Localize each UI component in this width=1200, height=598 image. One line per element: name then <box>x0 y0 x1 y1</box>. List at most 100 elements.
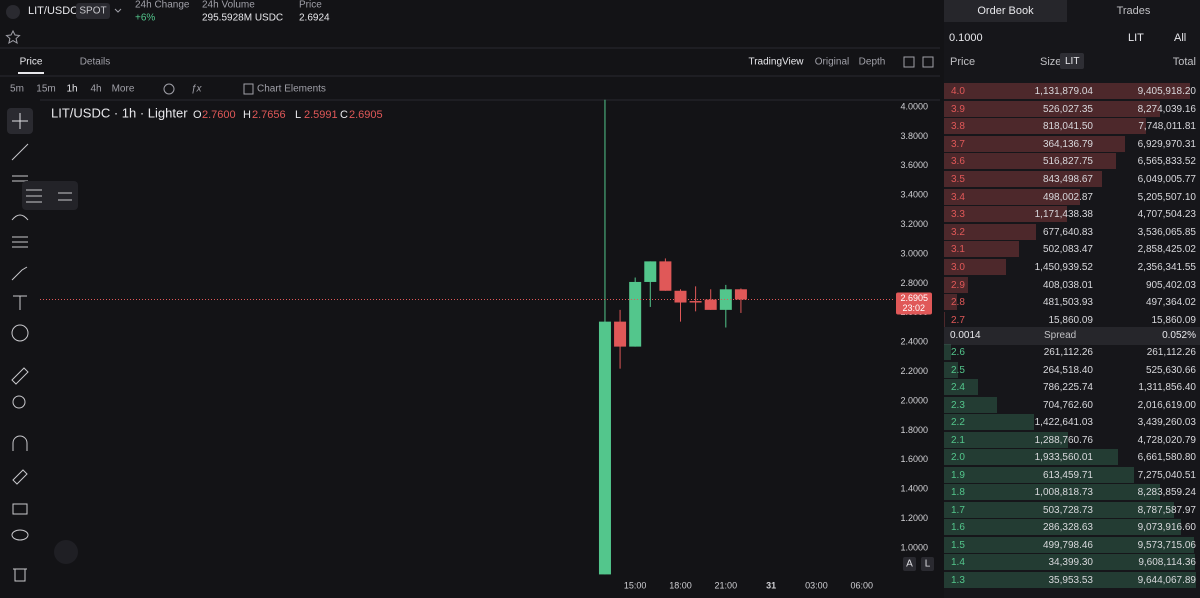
size: 481,503.93 <box>1042 297 1093 309</box>
size-unit[interactable]: LIT <box>1065 56 1080 67</box>
candle-body <box>614 321 627 347</box>
visibility-tool[interactable] <box>11 529 29 541</box>
level-row: 2.9 408,038.01 905,402.03 <box>944 276 1200 294</box>
depth-bar <box>944 135 1126 152</box>
crosshair-tool[interactable] <box>12 113 28 129</box>
size: 818,041.50 <box>1042 121 1093 133</box>
layout-icon[interactable] <box>903 56 915 68</box>
text-tool[interactable] <box>13 295 27 310</box>
price: 2.6 <box>951 347 965 358</box>
level-row: 3.1 502,083.47 2,858,425.02 <box>944 241 1200 258</box>
delete-tool[interactable] <box>13 568 27 582</box>
total: 9,405,918.20 <box>1137 86 1196 97</box>
depth-bar <box>944 361 958 378</box>
chart-view[interactable]: Original <box>815 57 849 68</box>
size: 1,008,818.73 <box>1034 487 1093 499</box>
size: 1,933,560.01 <box>1034 452 1093 464</box>
interval[interactable]: 5m <box>10 84 24 95</box>
y-tick-label: 2.4000 <box>900 337 928 347</box>
asset[interactable]: LIT <box>1128 32 1144 44</box>
stat-label: Price <box>299 0 322 11</box>
fx-icon[interactable]: ƒx <box>191 84 203 95</box>
chart-view[interactable]: TradingView <box>748 57 804 68</box>
y-tick-label: 1.6000 <box>900 454 928 464</box>
price: 3.4 <box>951 191 965 203</box>
depth-bar <box>944 153 1116 170</box>
magnet-tool[interactable] <box>12 435 28 451</box>
depth-bar <box>944 449 1119 466</box>
total: 6,929,970.31 <box>1137 138 1196 150</box>
zoom-tool[interactable] <box>12 395 26 409</box>
depth-bar <box>944 554 1196 571</box>
brush-tool[interactable] <box>11 266 28 281</box>
depth-bar <box>944 466 1135 483</box>
size: 516,827.75 <box>1042 156 1093 168</box>
size: 1,171,438.38 <box>1034 209 1093 221</box>
tab[interactable]: Order Book <box>944 0 1067 22</box>
log-scale[interactable]: L <box>925 559 931 570</box>
total: 905,402.03 <box>1145 279 1196 291</box>
total: 3,439,260.03 <box>1137 417 1196 429</box>
interval[interactable]: 4h <box>90 84 101 95</box>
size: 34,399.30 <box>1048 557 1094 569</box>
depth-bar <box>944 501 1174 518</box>
depth-bar <box>944 259 1006 275</box>
size: 499,798.46 <box>1042 539 1093 551</box>
chart-elements[interactable]: Chart Elements <box>257 84 326 95</box>
lock-tool[interactable] <box>12 503 28 515</box>
size: 1,422,641.03 <box>1034 417 1093 429</box>
emoji-tool[interactable] <box>11 324 29 342</box>
level-row: 3.4 498,002.87 5,205,507.10 <box>944 188 1200 206</box>
size: 1,288,760.76 <box>1034 434 1093 446</box>
depth-bar <box>944 294 957 311</box>
total: 6,049,005.77 <box>1137 174 1196 185</box>
chart-tab[interactable]: Price <box>20 57 43 68</box>
level-row: 2.7 15,860.09 15,860.09 <box>944 311 1200 329</box>
auto-scale[interactable]: A <box>906 559 913 570</box>
depth-bar <box>944 206 1067 223</box>
x-tick-label: 15:00 <box>624 580 647 590</box>
elements-icon[interactable] <box>243 83 254 95</box>
pattern-tool[interactable] <box>11 214 29 221</box>
price: 1.9 <box>951 469 965 481</box>
x-tick-label: 21:00 <box>715 580 738 590</box>
indicator-icon[interactable] <box>163 83 175 95</box>
candle-body <box>689 301 702 303</box>
y-tick-label: 2.2000 <box>900 366 928 376</box>
price: 3.1 <box>951 244 965 256</box>
depth-bar <box>944 519 1182 536</box>
ruler-tool[interactable] <box>11 367 29 385</box>
hline-tool[interactable] <box>12 175 28 182</box>
interval[interactable]: 1h <box>66 84 77 95</box>
projection-tool[interactable] <box>12 236 28 248</box>
tab[interactable]: Trades <box>1116 5 1151 17</box>
price: 3.3 <box>951 209 965 221</box>
pair[interactable]: LIT/USDC <box>28 5 78 17</box>
tick-size[interactable]: 0.1000 <box>949 32 983 44</box>
interval[interactable]: More <box>112 84 135 95</box>
price: 3.5 <box>951 174 965 185</box>
depth-bar <box>944 223 1037 240</box>
spread-pct: 0.052% <box>1162 330 1196 341</box>
total: 15,860.09 <box>1151 314 1197 326</box>
candle-body <box>734 289 747 300</box>
level-row: 1.8 1,008,818.73 8,283,859.24 <box>944 484 1200 501</box>
interval[interactable]: 15m <box>36 84 55 95</box>
fib-tools[interactable] <box>26 189 72 203</box>
filter[interactable]: All <box>1174 32 1187 44</box>
chart-tab[interactable]: Details <box>80 57 111 68</box>
total: 4,728,020.79 <box>1137 434 1196 446</box>
chart-view[interactable]: Depth <box>859 57 886 68</box>
spread-row: 0.0014 Spread 0.052% <box>944 327 1200 345</box>
favorite-star[interactable] <box>5 29 21 45</box>
line-tool[interactable] <box>11 143 29 161</box>
lock-draw-tool[interactable] <box>12 469 28 485</box>
chevron[interactable] <box>114 8 122 13</box>
total: 8,283,859.24 <box>1137 487 1196 499</box>
size: 408,038.01 <box>1042 279 1093 291</box>
fullscreen-icon[interactable] <box>922 56 934 68</box>
y-tick-label: 2.8000 <box>900 278 928 288</box>
total: 7,275,040.51 <box>1137 469 1196 481</box>
candle-body <box>598 321 611 575</box>
size: 364,136.79 <box>1042 138 1093 150</box>
